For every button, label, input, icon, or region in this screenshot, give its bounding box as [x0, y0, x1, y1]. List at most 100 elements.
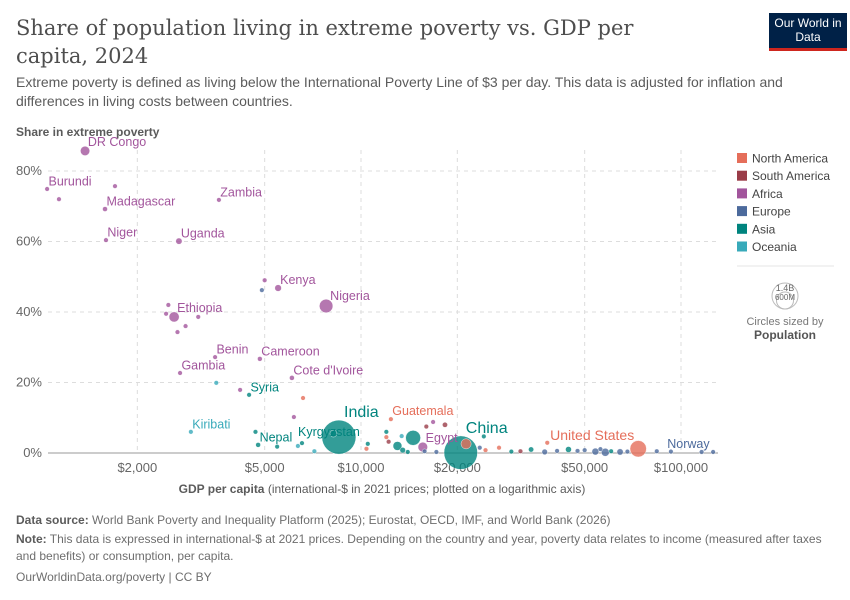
y-tick-label: 20%: [16, 375, 42, 390]
data-point: [422, 448, 428, 454]
legend-swatch: [737, 241, 747, 252]
data-label: Cote d'Ivoire: [293, 363, 363, 377]
y-tick-label: 0%: [23, 445, 42, 460]
data-point: [321, 419, 357, 455]
data-point: [44, 186, 50, 192]
data-point: [56, 196, 62, 202]
y-tick-label: 40%: [16, 304, 42, 319]
data-point: [591, 447, 600, 456]
data-point: [541, 448, 548, 455]
data-point: [405, 449, 411, 455]
data-point: [262, 277, 268, 283]
data-point: [392, 441, 403, 451]
legend-item: Oceania: [752, 240, 797, 254]
data-label: Guatemala: [392, 404, 453, 418]
data-point: [291, 414, 297, 420]
data-point: [257, 356, 263, 362]
data-point: [102, 206, 108, 212]
x-tick-label: $2,000: [117, 460, 157, 475]
chart-note: Note: This data is expressed in internat…: [16, 531, 826, 565]
legend-swatch: [737, 223, 747, 234]
x-tick-label: $10,000: [338, 460, 385, 475]
data-point: [477, 445, 483, 451]
data-point: [582, 447, 588, 453]
legend-item: Europe: [752, 205, 791, 219]
scatter-chart: Share in extreme poverty 0% 20% 40% 60% 80% $2…: [16, 125, 834, 496]
data-point: [608, 448, 614, 454]
data-point: [710, 449, 716, 455]
data-point: [177, 370, 183, 376]
data-source: Data source: World Bank Poverty and Ineq…: [16, 512, 826, 529]
data-label: Syria: [250, 380, 279, 394]
data-point: [481, 433, 487, 439]
data-point: [237, 387, 243, 393]
data-point: [174, 329, 180, 335]
data-label: Niger: [107, 226, 137, 240]
data-point: [259, 287, 265, 293]
data-point: [624, 449, 630, 455]
chart-subtitle: Extreme poverty is defined as living bel…: [16, 74, 783, 109]
legend-swatch: [737, 153, 747, 163]
legend-item: Asia: [752, 222, 776, 236]
data-point: [668, 449, 674, 455]
data-label: Kenya: [280, 273, 315, 287]
data-point: [699, 449, 705, 455]
data-label: China: [466, 420, 508, 437]
note-text: This data is expressed in international-…: [16, 532, 822, 563]
legend-item: Africa: [752, 187, 783, 201]
data-point: [183, 323, 189, 329]
data-point: [163, 311, 169, 317]
data-label: Madagascar: [107, 195, 176, 209]
y-tick-label: 60%: [16, 234, 42, 249]
data-point: [274, 444, 280, 450]
source-label: Data source:: [16, 513, 89, 527]
logo-text: Our World in Data: [774, 16, 842, 44]
data-point: [496, 445, 502, 451]
size-legend-label: 600M: [775, 293, 795, 302]
data-point: [175, 237, 183, 245]
data-point: [430, 419, 436, 425]
data-point: [80, 146, 90, 156]
data-point: [311, 448, 317, 454]
size-legend-variable: Population: [754, 328, 816, 342]
data-point: [423, 424, 429, 430]
data-label: Gambia: [181, 359, 225, 373]
data-point: [274, 284, 282, 292]
data-label: Kyrgyzstan: [298, 425, 360, 439]
data-label: Zambia: [220, 186, 262, 200]
data-point: [483, 447, 489, 453]
legend-item: North America: [752, 152, 828, 166]
data-point: [246, 392, 252, 398]
data-point: [399, 447, 406, 454]
data-point: [544, 440, 550, 446]
data-label: United States: [550, 427, 634, 443]
data-label: DR Congo: [88, 135, 146, 149]
data-point: [629, 440, 647, 458]
data-point: [319, 299, 334, 313]
data-point: [405, 430, 421, 446]
data-label: Benin: [216, 343, 248, 357]
x-tick-label: $100,000: [654, 460, 708, 475]
data-label: Nigeria: [330, 289, 370, 303]
data-label: Ethiopia: [177, 301, 222, 315]
data-point: [365, 441, 371, 447]
data-point: [528, 446, 534, 453]
data-point: [112, 183, 118, 189]
owid-logo[interactable]: Our World in Data: [769, 13, 847, 51]
data-point: [168, 311, 180, 323]
source-text: World Bank Poverty and Inequality Platfo…: [88, 513, 611, 527]
credit-link[interactable]: OurWorldinData.org/poverty | CC BY: [16, 570, 212, 584]
data-label: Norway: [667, 437, 710, 451]
size-legend-circle: [775, 291, 795, 310]
data-label: Egypt: [426, 431, 458, 445]
data-point: [103, 237, 109, 243]
y-axis-label: Share in extreme poverty: [16, 125, 160, 139]
data-point: [216, 197, 222, 203]
data-point: [654, 448, 660, 454]
data-point: [597, 446, 603, 452]
legend-swatch: [737, 188, 747, 199]
data-point: [363, 446, 369, 452]
data-label: Kiribati: [192, 417, 230, 431]
data-point: [300, 395, 306, 401]
data-point: [460, 438, 472, 450]
